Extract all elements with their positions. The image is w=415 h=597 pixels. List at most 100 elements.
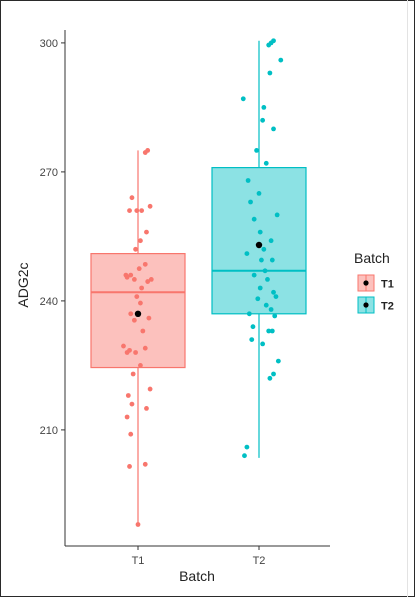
means-group (134, 241, 263, 317)
x-tick-label: T1 (132, 555, 145, 567)
data-point (138, 238, 143, 244)
data-point (260, 341, 266, 347)
data-point (129, 195, 135, 201)
legend-label: T2 (381, 301, 394, 313)
frame-divider (407, 0, 408, 597)
data-point (131, 277, 137, 282)
data-point (134, 294, 140, 299)
y-tick-label: 270 (40, 167, 58, 179)
data-point (268, 238, 274, 244)
data-point (251, 272, 257, 278)
mean-point (134, 310, 142, 317)
data-point (124, 414, 130, 420)
data-point (142, 150, 148, 155)
data-point (138, 363, 143, 368)
data-point (244, 251, 250, 256)
legend-title: Batch (354, 250, 390, 266)
x-axis-title: Batch (179, 568, 215, 584)
data-point (131, 317, 137, 323)
data-point (136, 266, 142, 272)
y-tick-label: 300 (40, 38, 58, 50)
data-point (267, 375, 273, 381)
data-point (262, 268, 268, 274)
data-point (251, 216, 257, 222)
data-point (121, 343, 126, 349)
data-point (142, 461, 148, 467)
data-point (269, 328, 275, 334)
y-tick-label: 240 (40, 296, 58, 308)
data-point (133, 350, 138, 355)
box-rect (90, 253, 186, 369)
tick-group: 210 240 270 300 T1 T2 (40, 38, 266, 567)
data-point (278, 57, 284, 63)
data-point (273, 294, 279, 299)
data-point (271, 126, 276, 132)
data-point (257, 285, 263, 291)
data-point (256, 191, 262, 196)
data-point (245, 178, 251, 183)
legend: T1 T2 (357, 274, 394, 314)
data-point (139, 208, 145, 214)
data-point (133, 246, 138, 252)
data-point (269, 257, 275, 263)
data-point (128, 272, 134, 278)
data-point (142, 261, 148, 267)
data-point (261, 246, 267, 252)
data-point (266, 328, 272, 334)
data-point (242, 453, 247, 459)
data-point (259, 257, 264, 263)
data-point (271, 289, 276, 295)
legend-key-mean (363, 280, 369, 286)
data-point (125, 393, 131, 398)
data-point (128, 311, 134, 317)
data-point (265, 277, 270, 282)
data-point (244, 444, 250, 450)
data-point (249, 337, 255, 342)
data-point (138, 300, 143, 306)
data-point (145, 279, 151, 284)
legend-label: T1 (381, 279, 394, 291)
mean-point (255, 241, 263, 249)
data-point (261, 105, 267, 110)
data-point (260, 117, 266, 123)
data-point (139, 285, 145, 291)
data-point (254, 148, 259, 153)
y-axis-title: ADG2c (15, 262, 31, 307)
data-point (144, 406, 149, 411)
data-point (267, 70, 273, 76)
data-point (129, 401, 135, 407)
legend-key-mean (363, 302, 369, 308)
data-point (146, 315, 152, 321)
y-tick-label: 210 (40, 425, 58, 437)
data-point (268, 307, 274, 312)
data-point (127, 208, 132, 214)
points-group (121, 38, 284, 527)
data-point (130, 371, 136, 377)
data-point (127, 464, 132, 469)
box-rect (211, 167, 307, 315)
data-point (263, 160, 269, 166)
data-point (246, 311, 252, 317)
data-point (144, 229, 149, 235)
x-tick-label: T2 (253, 555, 266, 567)
data-point (272, 313, 278, 319)
data-point (275, 358, 281, 364)
data-point (134, 208, 140, 214)
data-point (255, 296, 261, 302)
data-point (142, 345, 148, 351)
data-point (148, 277, 154, 282)
data-point (128, 431, 134, 437)
data-point (140, 328, 146, 334)
data-point (271, 371, 276, 377)
data-point (266, 42, 272, 48)
data-point (257, 229, 263, 235)
data-point (263, 302, 269, 308)
boxes-group (90, 40, 307, 525)
data-point (248, 199, 253, 205)
data-point (274, 212, 280, 218)
data-point (147, 386, 153, 392)
data-point (147, 203, 153, 209)
data-point (124, 350, 130, 355)
